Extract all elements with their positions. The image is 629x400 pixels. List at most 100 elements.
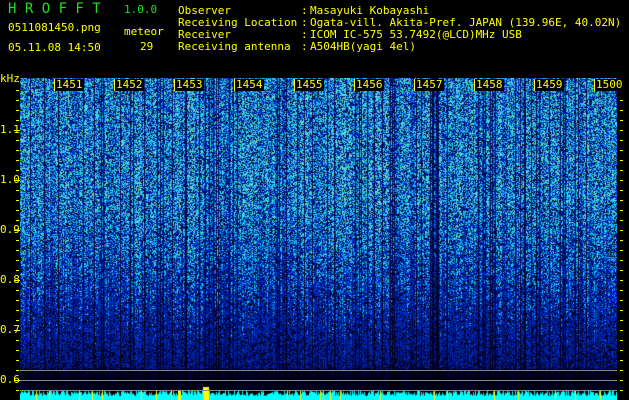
baseline-line (20, 370, 617, 371)
y-tick-mark (16, 370, 19, 371)
y-tick-mark (16, 210, 19, 211)
y-tick-mark (620, 200, 623, 201)
baseline-line (20, 390, 617, 391)
y-tick-mark (620, 360, 623, 361)
y-tick-mark (620, 250, 623, 251)
y-tick-mark (16, 160, 19, 161)
y-tick-mark (620, 280, 623, 281)
datetime: 05.11.08 14:50 (8, 41, 101, 54)
baseline-line (20, 380, 617, 381)
x-tick-label: 1451 (54, 78, 84, 91)
y-tick-mark (620, 270, 623, 271)
y-tick-mark (620, 150, 623, 151)
y-tick-mark (16, 310, 19, 311)
y-tick-label: 0.7 (0, 323, 20, 336)
x-tick-label: 1453 (174, 78, 204, 91)
y-tick-mark (16, 270, 19, 271)
y-tick-mark (16, 300, 19, 301)
y-tick-mark (620, 330, 623, 331)
y-tick-mark (620, 120, 623, 121)
y-tick-mark (14, 280, 20, 281)
y-tick-mark (16, 110, 19, 111)
info-colon: : (301, 40, 308, 53)
x-tick-label: 1458 (474, 78, 504, 91)
x-tick-label: 1457 (414, 78, 444, 91)
y-tick-mark (16, 360, 19, 361)
y-tick-mark (16, 320, 19, 321)
y-tick-mark (620, 290, 623, 291)
info-value-receiver: ICOM IC-575 53.7492(@LCD)MHz USB (310, 28, 522, 41)
info-colon: : (301, 4, 308, 17)
y-unit-label: kHz (0, 72, 20, 85)
x-tick-label: 1455 (294, 78, 324, 91)
x-tick-label: 1456 (354, 78, 384, 91)
x-tick-label: 1454 (234, 78, 264, 91)
y-tick-mark (14, 230, 20, 231)
y-tick-mark (620, 230, 623, 231)
y-tick-label: 1.0 (0, 173, 20, 186)
x-tick-label: 1452 (114, 78, 144, 91)
y-tick-mark (16, 390, 19, 391)
y-tick-mark (16, 200, 19, 201)
y-tick-mark (620, 310, 623, 311)
y-tick-mark (620, 300, 623, 301)
app-title: H R O F F T (8, 1, 101, 17)
y-tick-mark (16, 240, 19, 241)
y-tick-mark (14, 380, 20, 381)
y-tick-mark (620, 320, 623, 321)
y-tick-mark (16, 100, 19, 101)
filename: 0511081450.png (8, 21, 101, 34)
x-tick-label: 1459 (534, 78, 564, 91)
info-label-receiver: Receiver (178, 28, 231, 41)
y-tick-mark (620, 180, 623, 181)
y-tick-mark (16, 290, 19, 291)
spectrogram (20, 78, 617, 400)
y-tick-label: 1.1 (0, 123, 20, 136)
y-tick-mark (620, 160, 623, 161)
y-tick-mark (16, 150, 19, 151)
y-tick-mark (620, 210, 623, 211)
y-tick-mark (16, 190, 19, 191)
y-tick-mark (620, 390, 623, 391)
info-label-observer: Observer (178, 4, 231, 17)
info-colon: : (301, 16, 308, 29)
y-tick-mark (16, 90, 19, 91)
y-tick-mark (16, 120, 19, 121)
y-tick-mark (620, 140, 623, 141)
y-tick-mark (620, 170, 623, 171)
x-tick-label: 1500 (594, 78, 624, 91)
y-tick-mark (620, 380, 623, 381)
y-tick-mark (16, 350, 19, 351)
y-tick-mark (16, 250, 19, 251)
y-tick-mark (620, 350, 623, 351)
y-tick-label: 0.6 (0, 373, 20, 386)
y-tick-mark (16, 340, 19, 341)
y-tick-mark (14, 330, 20, 331)
info-value-location: Ogata-vill. Akita-Pref. JAPAN (139.96E, … (310, 16, 622, 29)
y-tick-mark (620, 130, 623, 131)
meteor-label: meteor (124, 25, 164, 38)
y-tick-mark (620, 220, 623, 221)
y-tick-mark (16, 170, 19, 171)
y-tick-mark (620, 340, 623, 341)
y-tick-mark (14, 180, 20, 181)
y-tick-label: 0.9 (0, 223, 20, 236)
info-colon: : (301, 28, 308, 41)
app-version: 1.0.0 (124, 3, 158, 16)
y-tick-mark (16, 220, 19, 221)
info-label-location: Receiving Location (178, 16, 298, 29)
y-tick-mark (14, 130, 20, 131)
y-tick-mark (16, 140, 19, 141)
y-tick-mark (620, 240, 623, 241)
y-tick-mark (620, 260, 623, 261)
y-tick-mark (620, 100, 623, 101)
y-tick-mark (620, 370, 623, 371)
info-value-antenna: A504HB(yagi 4el) (310, 40, 416, 53)
y-tick-mark (620, 190, 623, 191)
info-label-antenna: Receiving antenna (178, 40, 291, 53)
y-tick-mark (620, 110, 623, 111)
y-tick-label: 0.8 (0, 273, 20, 286)
meteor-count: 29 (140, 40, 154, 53)
info-value-observer: Masayuki Kobayashi (310, 4, 430, 17)
y-tick-mark (16, 260, 19, 261)
